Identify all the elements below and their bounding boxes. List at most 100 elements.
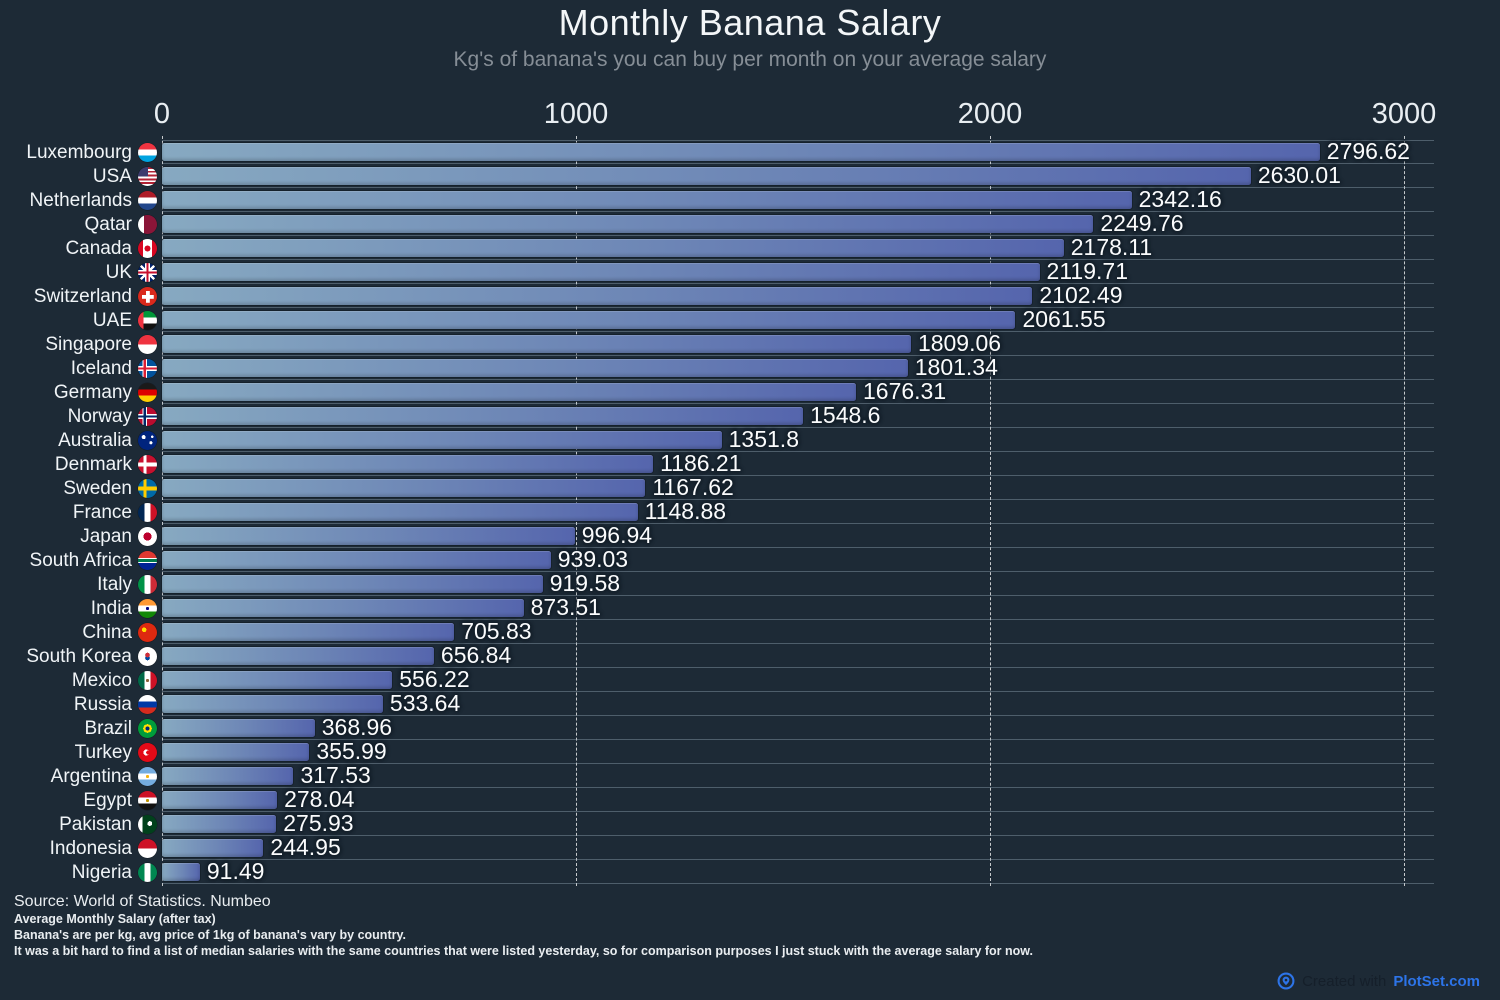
- flag-icon-br: [138, 719, 157, 738]
- chart-title: Monthly Banana Salary: [558, 2, 942, 43]
- bar: [162, 359, 908, 377]
- flag-icon-de: [138, 383, 157, 402]
- bar-row: Mexico 556.22: [72, 666, 1434, 692]
- country-label: Denmark: [54, 454, 132, 475]
- bar: [162, 527, 575, 545]
- country-label: South Africa: [29, 550, 132, 571]
- flag-icon-kr: [138, 647, 157, 666]
- bar-row: Luxembourg 2796.62: [26, 138, 1434, 164]
- value-label: 919.58: [549, 570, 621, 596]
- bar-row: Argentina 317.53: [51, 762, 1434, 788]
- bar-row: Netherlands 2342.16: [30, 186, 1434, 212]
- bar: [162, 863, 200, 881]
- bar-row: India 873.51: [91, 594, 1434, 620]
- bar: [162, 839, 264, 857]
- bar: [162, 479, 646, 497]
- flag-icon-mx: [138, 671, 157, 690]
- bar: [162, 767, 294, 785]
- note-line: It was a bit hard to find a list of medi…: [14, 944, 1034, 958]
- bar-row: Switzerland 2102.49: [34, 282, 1434, 308]
- flag-icon-ar: [138, 767, 157, 786]
- bar-rows: Luxembourg 2796.62 USA 2630.01 Netherlan…: [26, 138, 1434, 884]
- x-axis: 0 1000 2000 3000: [0, 96, 1500, 132]
- source-line: Source: World of Statistics. Numbeo: [14, 893, 271, 910]
- country-label: Norway: [67, 406, 132, 427]
- bar-row: France 1148.88: [73, 498, 1434, 524]
- created-with-label: Created with: [1302, 972, 1387, 990]
- flag-icon-au: [138, 431, 157, 450]
- plotset-branding: Created with PlotSet.com: [1277, 972, 1480, 990]
- gridline: [1404, 136, 1405, 886]
- flag-icon-in: [138, 599, 157, 618]
- value-label: 1148.88: [644, 498, 727, 524]
- bar-row: Sweden 1167.62: [63, 474, 1434, 500]
- flag-icon-qa: [138, 215, 157, 234]
- flag-icon-ru: [138, 695, 157, 714]
- country-label: Japan: [80, 526, 132, 547]
- bar-row: Qatar 2249.76: [84, 210, 1434, 236]
- country-label: Qatar: [84, 214, 132, 235]
- flag-icon-gb: [138, 263, 157, 282]
- plotset-link[interactable]: PlotSet.com: [1393, 972, 1480, 990]
- country-label: India: [90, 598, 132, 619]
- value-label: 2119.71: [1046, 258, 1128, 284]
- country-label: Iceland: [70, 358, 132, 379]
- x-axis-tick-label: 0: [153, 98, 171, 130]
- x-axis-tick-label: 1000: [543, 98, 609, 130]
- flag-icon-cn: [138, 623, 157, 642]
- value-label: 2342.16: [1138, 186, 1222, 212]
- value-label: 873.51: [530, 594, 601, 620]
- bar: [162, 647, 434, 665]
- country-label: Russia: [73, 694, 132, 715]
- value-label: 533.64: [389, 690, 461, 716]
- value-label: 317.53: [300, 762, 371, 788]
- country-label: Singapore: [45, 334, 132, 355]
- value-label: 2249.76: [1100, 210, 1184, 236]
- flag-icon-id: [138, 839, 157, 858]
- x-axis-tick-label: 2000: [957, 98, 1023, 130]
- value-label: 1801.34: [914, 354, 998, 380]
- flag-icon-fr: [138, 503, 157, 522]
- value-label: 91.49: [206, 858, 265, 884]
- country-label: Sweden: [63, 478, 132, 499]
- flag-icon-eg: [138, 791, 157, 810]
- flag-icon-ca: [138, 239, 157, 258]
- flag-icon-za: [138, 551, 157, 570]
- value-label: 2061.55: [1022, 306, 1106, 332]
- bar: [162, 215, 1094, 233]
- value-label: 996.94: [581, 522, 653, 548]
- country-label: Switzerland: [33, 286, 132, 307]
- bar-row: Denmark 1186.21: [55, 450, 1434, 476]
- flag-icon-dk: [138, 455, 157, 474]
- flag-icon-se: [138, 479, 157, 498]
- country-label: Nigeria: [71, 862, 132, 883]
- bar: [162, 551, 551, 569]
- bar-row: Nigeria 91.49: [72, 858, 1434, 884]
- footer-notes: Source: World of Statistics. Numbeo Aver…: [14, 892, 1033, 959]
- country-label: Indonesia: [49, 838, 132, 859]
- country-label: China: [82, 622, 132, 643]
- country-label: Luxembourg: [26, 142, 132, 163]
- note-line: Banana's are per kg, avg price of 1kg of…: [14, 928, 406, 942]
- country-label: Italy: [97, 574, 132, 595]
- country-label: UK: [105, 262, 132, 283]
- bar: [162, 455, 654, 473]
- value-label: 2630.01: [1257, 162, 1341, 188]
- country-label: Netherlands: [29, 190, 132, 211]
- bar-row: Brazil 368.96: [84, 714, 1434, 740]
- bar-row: China 705.83: [82, 618, 1434, 644]
- country-label: Pakistan: [59, 814, 132, 835]
- chart-subtitle: Kg's of banana's you can buy per month o…: [453, 48, 1047, 71]
- bar: [162, 143, 1320, 161]
- x-axis-tick-label: 3000: [1371, 98, 1437, 130]
- value-label: 275.93: [283, 810, 354, 836]
- bar: [162, 407, 804, 425]
- gridline: [990, 136, 991, 886]
- bar: [162, 695, 383, 713]
- bar-row: Japan 996.94: [80, 522, 1434, 548]
- country-label: Egypt: [83, 790, 132, 811]
- value-label: 355.99: [316, 738, 387, 764]
- value-label: 1351.8: [728, 426, 799, 452]
- bar: [162, 791, 278, 809]
